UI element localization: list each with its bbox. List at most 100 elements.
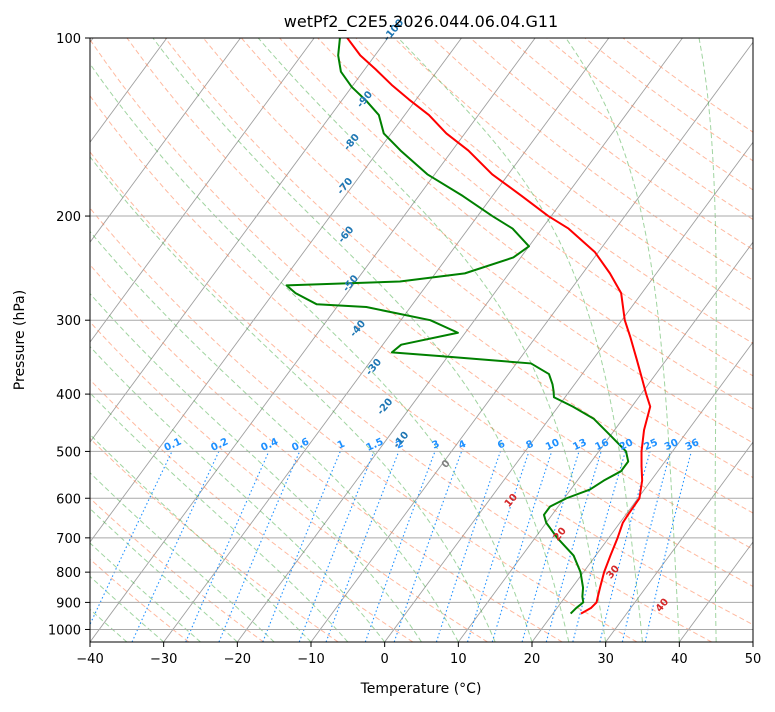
dry-adiabat-line — [164, 38, 753, 514]
x-tick-label: −30 — [150, 652, 177, 667]
mixing-ratio-label: 36 — [684, 437, 701, 453]
x-tick-label: 50 — [745, 652, 762, 667]
mixing-ratio-line — [262, 451, 341, 642]
x-tick-label: 30 — [597, 652, 614, 667]
dry-adiabat-label: 10 — [503, 492, 520, 510]
moist-adiabat-line — [565, 38, 680, 642]
isotherm-line — [90, 38, 168, 143]
y-tick-label: 900 — [56, 596, 81, 611]
mixing-ratio-line — [393, 451, 463, 642]
mixing-ratio-label: 25 — [642, 437, 659, 453]
dry-adiabat-line — [90, 321, 488, 642]
isotherm-line — [90, 38, 389, 443]
mixing-ratio-line — [621, 451, 672, 642]
x-tick-label: −10 — [297, 652, 324, 667]
moist-adiabat-line — [90, 63, 533, 642]
isotherm-line — [90, 38, 241, 243]
isotherm-line — [605, 441, 753, 642]
x-tick-label: 20 — [524, 652, 541, 667]
moist-adiabat-line — [90, 392, 349, 642]
mixing-ratio-line — [599, 451, 651, 642]
isotherm-line — [310, 41, 753, 642]
x-axis: −40 −30 −20 −10 0 10 20 30 40 50 — [76, 642, 761, 667]
dry-adiabat-line — [317, 38, 753, 377]
dry-adiabat-line — [90, 497, 264, 642]
dry-adiabat-line — [90, 558, 190, 642]
isotherm-line — [531, 341, 753, 642]
dry-adiabat-line — [279, 38, 753, 410]
dry-adiabat-label: -30 — [364, 357, 384, 378]
moist-adiabat-line — [152, 38, 570, 642]
mixing-ratio-label: 3 — [430, 439, 441, 452]
y-tick-label: 600 — [56, 492, 81, 507]
dry-adiabat-line — [546, 38, 753, 191]
mixing-ratio-line — [466, 451, 530, 642]
mixing-ratio-label: 4 — [457, 439, 468, 452]
isotherm-line — [90, 38, 462, 543]
x-tick-label: 40 — [671, 652, 688, 667]
x-tick-label: −20 — [224, 652, 251, 667]
dry-adiabat-label: 40 — [654, 597, 671, 615]
moist-adiabat-line — [90, 433, 312, 642]
dry-adiabat-line — [90, 38, 753, 588]
x-tick-label: −40 — [76, 652, 103, 667]
mixing-ratio-line — [90, 451, 173, 626]
isotherm-line — [457, 241, 753, 642]
dry-adiabat-label: -60 — [336, 224, 356, 245]
y-axis: 100 200 300 400 500 600 700 800 900 1000 — [48, 32, 90, 638]
moist-adiabat-line — [90, 155, 496, 642]
mixing-ratio-label: 8 — [524, 439, 535, 452]
mixing-ratio-label: 13 — [571, 437, 588, 453]
y-tick-label: 200 — [56, 210, 81, 225]
mixing-ratio-label: 16 — [594, 437, 611, 453]
moist-adiabat-line — [257, 38, 607, 642]
y-tick-label: 500 — [56, 445, 81, 460]
moist-adiabat-line — [90, 345, 386, 642]
mixing-ratio-line — [545, 451, 602, 642]
isotherm-line — [90, 38, 536, 642]
mixing-ratio-line — [218, 451, 301, 642]
dry-adiabat-line — [90, 151, 712, 642]
mixing-ratio-line — [435, 451, 501, 642]
mixing-ratio-line — [185, 451, 270, 642]
mixing-ratio-line — [572, 451, 626, 642]
y-tick-label: 300 — [56, 314, 81, 329]
dry-adiabat-line — [90, 379, 414, 642]
dry-adiabat-label: -50 — [341, 273, 361, 294]
dry-adiabat-label: 20 — [552, 526, 569, 544]
moist-adiabat-line — [90, 472, 275, 642]
temperature-profile — [346, 38, 652, 615]
y-tick-label: 1000 — [48, 623, 81, 638]
y-tick-label: 100 — [56, 32, 81, 47]
y-tick-label: 400 — [56, 388, 81, 403]
mixing-ratio-label: 2 — [394, 439, 405, 452]
dry-adiabat-label: -80 — [342, 132, 362, 153]
background-lines-group — [90, 38, 753, 642]
dry-adiabat-line — [126, 38, 753, 550]
dry-adiabat-line — [90, 94, 753, 626]
pressure-gridlines — [90, 38, 753, 630]
isotherm-line — [752, 641, 753, 642]
dry-adiabat-line — [393, 38, 753, 313]
chart-title: wetPf2_C2E5.2026.044.06.04.G11 — [284, 12, 558, 32]
y-axis-label: Pressure (hPa) — [12, 290, 28, 390]
dry-adiabat-line — [622, 38, 753, 133]
dry-adiabat-label: -10 — [391, 430, 411, 451]
profiles-group — [285, 38, 652, 615]
moist-adiabat-line — [397, 38, 643, 642]
dry-adiabat-line — [90, 207, 638, 642]
dry-adiabat-line — [508, 38, 753, 221]
dry-adiabat-line — [90, 437, 339, 642]
inline-labels-group: 0.1 0.2 0.4 0.6 1 1.5 2 3 4 6 8 10 13 16 20 25 30 36-100-… — [163, 17, 701, 614]
mixing-ratio-label: 30 — [663, 437, 680, 453]
isotherm-line — [90, 38, 315, 343]
y-tick-label: 700 — [56, 532, 81, 547]
isotherm-line — [384, 141, 753, 642]
mixing-ratio-label: 10 — [544, 437, 561, 453]
mixing-ratio-line — [491, 451, 553, 642]
moist-adiabat-line — [90, 292, 422, 642]
x-tick-label: 0 — [381, 652, 389, 667]
mixing-ratio-line — [325, 451, 400, 642]
